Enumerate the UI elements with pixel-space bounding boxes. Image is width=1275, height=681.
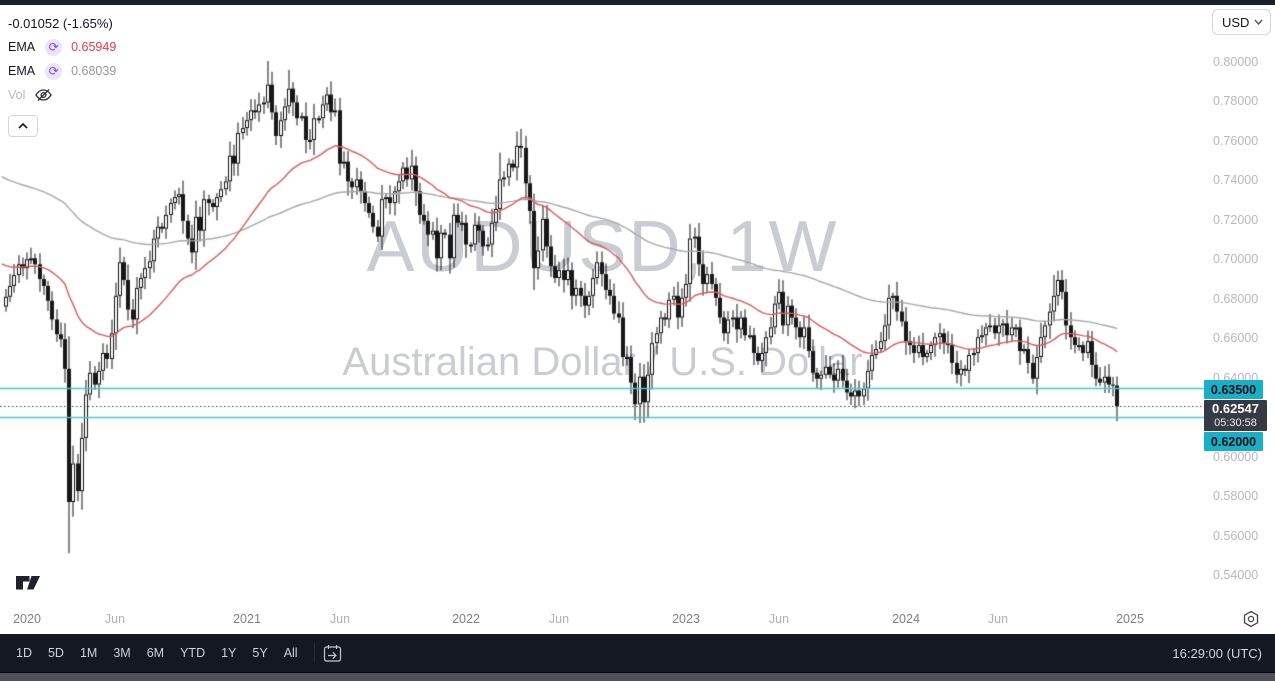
price-tick-label: 0.72000 [1213,212,1259,227]
time-tick-2022: 2022 [452,612,480,626]
bottom-toolbar: 1D 5D 1M 3M 6M YTD 1Y 5Y All 16:29:00 (UTC) [0,634,1275,673]
price-tick-label: 0.54000 [1213,567,1259,582]
price-tick-label: 0.58000 [1213,489,1259,504]
top-frame-strip [0,0,1275,5]
price-tick-label: 0.56000 [1213,528,1259,543]
last-price-text: 0.62547 [1212,400,1259,416]
chevron-down-icon [1254,19,1263,25]
ema-slow-label: EMA [8,64,36,78]
price-tick-label: 0.66000 [1213,331,1259,346]
price-tick-label: 0.60000 [1213,449,1259,464]
range-button-1y[interactable]: 1Y [221,646,237,660]
utc-clock[interactable]: 16:29:00 (UTC) [1172,645,1262,661]
price-tick-label: 0.74000 [1213,173,1259,188]
legend-collapse-button[interactable] [8,115,38,137]
refresh-icon[interactable]: ⟳ [45,38,63,56]
time-tick-jun: Jun [329,612,351,626]
chevron-up-icon [18,123,28,129]
range-button-6m[interactable]: 6M [146,646,165,660]
range-button-5y[interactable]: 5Y [252,646,268,660]
price-tick-label: 0.68000 [1213,291,1259,306]
chart-legend: -0.01052 (-1.65%) EMA ⟳ 0.65949 EMA ⟳ 0.… [8,11,116,137]
price-tick-label: 0.78000 [1213,94,1259,109]
axis-settings-icon[interactable] [1242,610,1260,633]
currency-dropdown[interactable]: USD [1212,9,1271,35]
time-tick-2023: 2023 [672,612,700,626]
refresh-icon[interactable]: ⟳ [45,62,63,80]
price-tick-label: 0.76000 [1213,133,1259,148]
bar-countdown-text: 05:30:58 [1214,416,1257,429]
toolbar-divider [313,643,315,663]
price-tick-label: 0.70000 [1213,252,1259,267]
price-axis[interactable]: 0.80000 0.78000 0.76000 0.74000 0.72000 0.700… [1205,5,1275,605]
level-price-text: 0.63500 [1210,382,1257,397]
indicator-row-ema-fast[interactable]: EMA ⟳ 0.65949 [8,35,116,59]
time-tick-2024: 2024 [892,612,920,626]
time-tick-2020: 2020 [13,612,41,626]
indicator-row-volume[interactable]: Vol [8,83,116,107]
time-tick-jun: Jun [768,612,790,626]
level-price-label-0620: 0.62000 [1204,432,1263,451]
range-button-1d[interactable]: 1D [16,646,32,660]
ema-fast-label: EMA [8,40,36,54]
time-tick-jun: Jun [104,612,126,626]
range-button-5d[interactable]: 5D [47,646,64,660]
level-price-text: 0.62000 [1210,434,1257,449]
price-tick-label: 0.80000 [1213,55,1259,69]
level-price-label-0635: 0.63500 [1204,380,1263,399]
price-change-value: -0.01052 (-1.65%) [8,15,113,31]
range-button-all[interactable]: All [283,646,298,660]
indicator-row-ema-slow[interactable]: EMA ⟳ 0.68039 [8,59,116,83]
volume-label: Vol [8,88,26,102]
ema-slow-value: 0.68039 [71,64,117,78]
range-button-ytd[interactable]: YTD [180,646,206,660]
time-tick-jun: Jun [548,612,570,626]
time-tick-jun: Jun [987,612,1009,626]
time-tick-2021: 2021 [233,612,261,626]
time-tick-2025: 2025 [1116,612,1144,626]
ema-fast-value: 0.65949 [71,40,117,54]
eye-off-icon[interactable] [34,87,53,103]
bottom-page-strip [0,673,1275,681]
go-to-date-icon[interactable] [323,644,342,663]
tradingview-logo[interactable] [16,575,43,597]
chart-canvas[interactable] [0,0,1205,606]
time-axis[interactable]: 2020 Jun 2021 Jun 2022 Jun 2023 Jun 2024 Jun 2025 [0,605,1275,634]
last-price-label: 0.62547 05:30:58 [1204,400,1267,431]
currency-selected-value: USD [1222,14,1250,30]
range-button-3m[interactable]: 3M [113,646,131,660]
range-button-1m[interactable]: 1M [79,646,98,660]
price-change-row: -0.01052 (-1.65%) [8,11,116,35]
range-buttons: 1D 5D 1M 3M 6M YTD 1Y 5Y All [0,643,306,663]
